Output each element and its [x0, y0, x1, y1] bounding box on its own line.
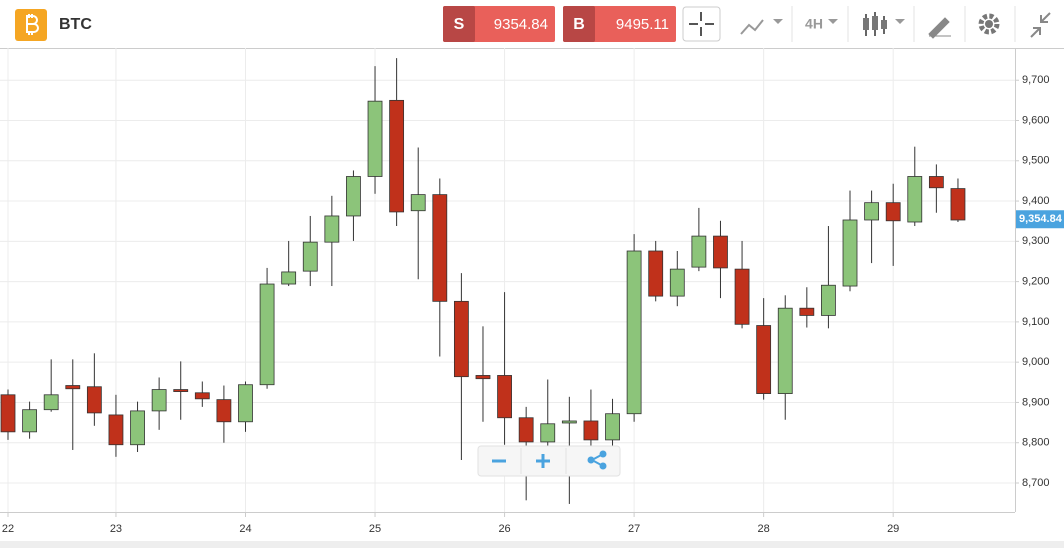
candle-body: [950, 188, 966, 221]
settings-icon-center[interactable]: [985, 20, 993, 28]
dropdown-arrow[interactable]: [773, 19, 783, 24]
candle-body: [173, 389, 189, 392]
crosshair-icon[interactable]: [689, 12, 714, 36]
candle-body: [43, 394, 59, 411]
y-tick-label: 9,300: [1022, 235, 1050, 247]
share-dot[interactable]: [587, 456, 595, 464]
candle-body: [842, 219, 858, 287]
y-tick-label: 9,000: [1022, 356, 1050, 368]
x-tick-label: 24: [239, 523, 251, 535]
candle-body: [432, 194, 448, 302]
candle-body: [389, 99, 405, 213]
zoom-controls: [477, 445, 621, 477]
candles: [0, 58, 966, 504]
candle-body: [713, 235, 728, 269]
toolbar: BTC S 9354.84 B 9495.11 4H: [0, 0, 1064, 49]
y-tick-label: 9,500: [1022, 155, 1050, 167]
dropdown-arrow[interactable]: [895, 19, 905, 24]
candle-body: [367, 100, 383, 177]
draw-icon[interactable]: [928, 17, 951, 39]
candle-body: [885, 202, 901, 222]
candle-body: [561, 420, 577, 424]
last-price-label: 9,354.84: [1019, 213, 1063, 225]
x-tick-label: 26: [498, 523, 510, 535]
candle-body: [151, 389, 167, 412]
candle-body: [238, 384, 253, 423]
buy-tag[interactable]: [563, 6, 595, 42]
candle-body: [453, 300, 469, 378]
candle-body: [821, 284, 836, 316]
candle-body: [691, 235, 707, 268]
candle-body: [0, 394, 16, 433]
y-tick-label: 8,800: [1022, 437, 1050, 449]
buy-price[interactable]: 9495.11: [616, 16, 669, 33]
y-tick-label: 9,200: [1022, 276, 1050, 288]
candle-icon-bodies[interactable]: [863, 16, 887, 30]
candle-body: [583, 420, 599, 441]
buy-label[interactable]: B: [573, 16, 585, 33]
candle-body: [928, 176, 944, 189]
candle-body: [907, 176, 923, 223]
candle-body: [605, 413, 620, 441]
interval-button[interactable]: 4H: [805, 16, 823, 32]
candle-body: [734, 268, 750, 325]
candle-body: [108, 414, 124, 446]
chart-type-icon[interactable]: [740, 19, 764, 35]
candle-body: [22, 409, 37, 433]
y-tick-label: 9,600: [1022, 114, 1050, 126]
candle-body: [281, 271, 297, 285]
x-tick-label: 29: [887, 523, 899, 535]
sell-price[interactable]: 9354.84: [494, 16, 548, 33]
x-tick-label: 23: [110, 523, 122, 535]
candle-body: [626, 250, 642, 415]
share-dot[interactable]: [599, 450, 607, 458]
candle-body: [864, 202, 879, 221]
candle-body: [346, 176, 361, 217]
candle-body: [259, 283, 275, 386]
sell-button[interactable]: S 9354.84: [443, 6, 555, 42]
candle-body: [65, 385, 81, 390]
share-dot[interactable]: [599, 462, 607, 470]
candle-body: [540, 423, 556, 443]
candle-body: [497, 375, 512, 419]
candle-body: [410, 194, 426, 212]
candle-body: [475, 375, 491, 380]
scrollbar[interactable]: [0, 541, 1064, 548]
candle-body: [194, 392, 210, 400]
y-tick-label: 9,400: [1022, 195, 1050, 207]
y-tick-label: 9,700: [1022, 74, 1050, 86]
candle-body: [216, 399, 232, 423]
candle-body: [648, 250, 664, 297]
candle-body: [518, 417, 534, 443]
x-tick-label: 25: [369, 523, 381, 535]
candle-body: [799, 307, 815, 316]
x-tick-label: 27: [628, 523, 640, 535]
y-tick-label: 8,900: [1022, 396, 1050, 408]
collapse-icon[interactable]: [1030, 12, 1051, 38]
candle-body: [669, 268, 685, 297]
sell-tag[interactable]: [443, 6, 475, 42]
last-price-tag: [1016, 210, 1064, 229]
zoom-in[interactable]: [536, 454, 550, 468]
y-tick-label: 8,700: [1022, 477, 1050, 489]
sell-label[interactable]: S: [454, 16, 465, 33]
candle-body: [302, 241, 318, 272]
buy-button[interactable]: B 9495.11: [563, 6, 676, 42]
crosshair-button[interactable]: [682, 6, 721, 42]
x-tick-label: 22: [2, 523, 14, 535]
coin-glyph: [26, 14, 39, 35]
symbol: BTC: [59, 16, 92, 33]
x-tick-label: 28: [758, 523, 770, 535]
candle-body: [130, 410, 145, 446]
candle-body: [756, 325, 772, 394]
candle-body: [777, 307, 793, 394]
y-tick-label: 9,100: [1022, 316, 1050, 328]
settings-icon[interactable]: [978, 13, 1000, 35]
dropdown-arrow[interactable]: [828, 19, 838, 24]
candle-body: [86, 386, 102, 414]
candle-body: [324, 215, 340, 243]
